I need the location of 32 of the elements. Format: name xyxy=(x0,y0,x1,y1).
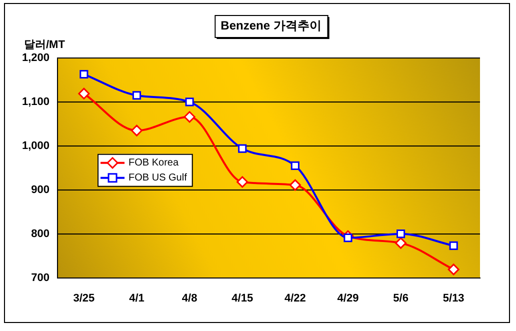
y-tick-label: 800 xyxy=(31,228,50,240)
point xyxy=(449,241,458,250)
chart-title: Benzene 가격추이 xyxy=(220,18,322,32)
y-tick-label: 700 xyxy=(31,272,50,284)
x-tick-label: 3/25 xyxy=(73,292,95,304)
point xyxy=(236,176,248,188)
point xyxy=(290,161,300,170)
y-axis-title: 달러/MT xyxy=(24,39,66,52)
legend-label: FOB US Gulf xyxy=(128,172,188,184)
y-tick-label: 1,200 xyxy=(22,52,50,64)
point xyxy=(78,88,90,100)
point xyxy=(238,144,247,153)
x-tick-label: 4/29 xyxy=(337,292,359,304)
point xyxy=(132,91,142,100)
x-tick-label: 5/6 xyxy=(393,292,408,304)
point xyxy=(130,124,142,136)
x-tick-label: 5/13 xyxy=(442,292,464,304)
point xyxy=(448,264,460,276)
legend-label: FOB Korea xyxy=(128,158,179,169)
x-tick-label: 4/15 xyxy=(232,292,254,304)
y-tick-label: 900 xyxy=(31,184,50,196)
point xyxy=(80,70,88,79)
point xyxy=(185,98,194,106)
x-tick-label: 4/1 xyxy=(129,292,144,304)
x-tick-label: 4/8 xyxy=(182,292,198,304)
x-tick-label: 4/22 xyxy=(284,292,306,304)
point xyxy=(395,237,407,249)
point xyxy=(184,111,196,123)
y-tick-label: 1,100 xyxy=(22,96,50,108)
y-tick-label: 1,000 xyxy=(22,140,50,152)
point xyxy=(289,179,301,191)
point xyxy=(396,230,406,238)
